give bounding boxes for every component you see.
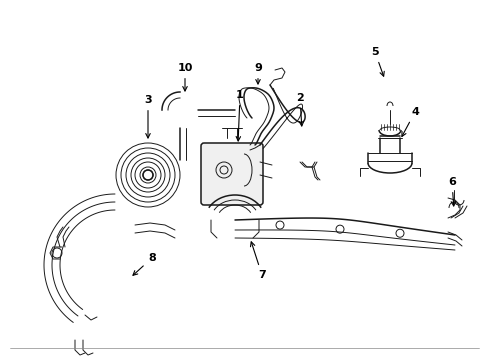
Text: 6: 6 (447, 177, 455, 206)
Text: 10: 10 (177, 63, 192, 91)
Text: 8: 8 (133, 253, 156, 275)
Text: 7: 7 (250, 242, 265, 280)
Text: 2: 2 (296, 93, 303, 126)
Text: 1: 1 (236, 90, 244, 141)
Text: 9: 9 (254, 63, 262, 84)
Text: 4: 4 (401, 107, 418, 136)
FancyBboxPatch shape (201, 143, 263, 205)
Text: 5: 5 (370, 47, 384, 76)
Text: 3: 3 (144, 95, 151, 138)
